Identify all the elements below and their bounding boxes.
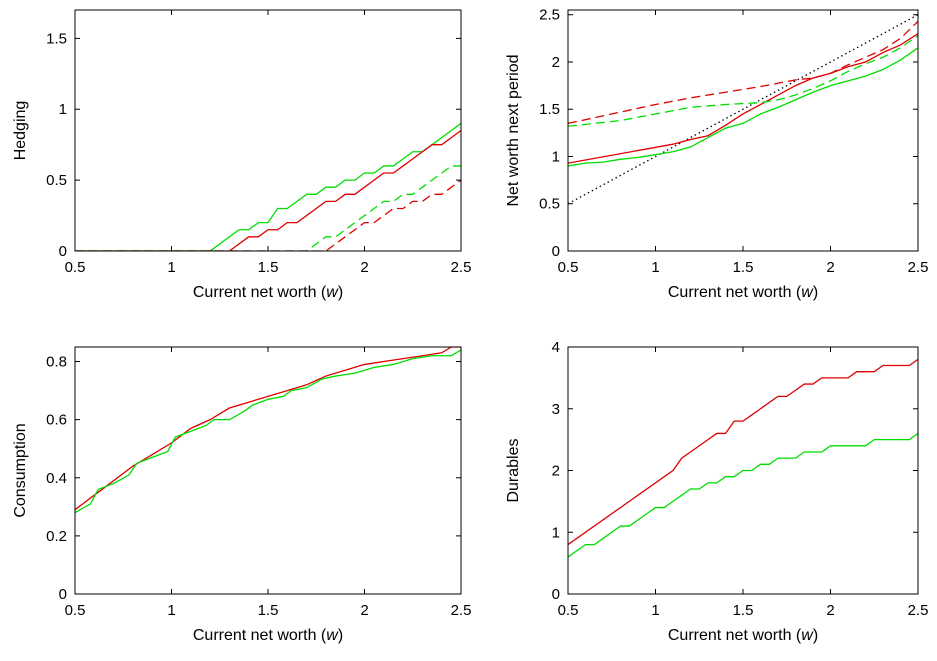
x-tick-label: 2.5 [451,259,472,276]
x-tick-label: 1 [167,602,175,619]
series-line-2-solid [75,349,461,514]
series-line-1-solid [75,347,461,511]
series-group [75,347,461,514]
y-tick-label: 0 [552,243,560,260]
x-axis-label: Current net worth (w) [668,284,818,301]
series-line-1-dotted [568,14,918,205]
y-axis-label-net-worth-next-period: Net worth next period [505,54,522,206]
series-line-2-solid [568,432,918,558]
series-line-4-dashed [568,20,918,125]
x-tick-label: 2 [360,259,368,276]
axes-frame [567,9,919,252]
y-tick-label: 3 [552,401,560,418]
x-tick-label: 1.5 [733,259,754,276]
x-tick-label: 0.5 [65,602,86,619]
y-tick-label: 1.5 [539,101,560,118]
y-axis-label-hedging: Hedging [12,101,29,161]
y-tick-label: 0 [59,586,67,603]
series-line-4-dashed [75,179,461,251]
axes-frame [74,346,462,595]
y-tick-label: 4 [552,339,560,356]
x-tick-label: 0.5 [558,259,579,276]
y-tick-label: 1 [552,524,560,541]
durables-panel: 0.5 1 1.5 2 2.5 0 1 2 3 4 Current net worth (w) Dur… [505,339,928,644]
x-tick-label: 1 [651,259,659,276]
y-tick-label: 2 [552,54,560,71]
y-tick-label: 0.8 [46,354,67,371]
series-line-1-solid [568,358,918,546]
y-tick-label: 2.5 [539,7,560,24]
series-line-1-solid [75,122,461,251]
y-tick-label: 0.2 [46,528,67,545]
series-group [568,358,918,558]
y-tick-label: 1 [59,101,67,118]
y-tick-label: 1 [552,148,560,165]
series-line-3-dashed [75,165,461,251]
axes-frame [74,9,462,252]
series-line-3-solid [568,47,918,167]
x-tick-label: 2 [826,259,834,276]
x-axis-label: Current net worth (w) [668,627,818,644]
x-tick-label: 1 [167,259,175,276]
x-tick-label: 0.5 [558,602,579,619]
x-tick-label: 1 [651,602,659,619]
x-tick-label: 2 [826,602,834,619]
y-tick-label: 1.5 [46,30,67,47]
x-axis-label: Current net worth (w) [193,627,343,644]
y-tick-label: 0 [552,586,560,603]
x-tick-label: 0.5 [65,259,86,276]
consumption-panel: 0.5 1 1.5 2 2.5 0 0.2 0.4 0.6 0.8 Current net wort… [12,346,472,644]
series-line-2-solid [568,33,918,164]
x-tick-label: 1.5 [258,259,279,276]
y-tick-label: 0.5 [46,172,67,189]
y-tick-label: 2 [552,463,560,480]
series-line-5-dashed [568,34,918,127]
x-tick-label: 2.5 [451,602,472,619]
y-tick-label: 0 [59,243,67,260]
series-line-2-solid [75,129,461,251]
series-group [568,14,918,205]
x-tick-label: 1.5 [733,602,754,619]
y-axis-label-durables: Durables [505,438,522,502]
series-group [75,122,461,251]
x-tick-label: 2.5 [908,259,929,276]
x-axis-label: Current net worth (w) [193,284,343,301]
y-tick-label: 0.5 [539,196,560,213]
y-tick-label: 0.6 [46,412,67,429]
x-tick-label: 2.5 [908,602,929,619]
x-tick-label: 2 [360,602,368,619]
y-tick-label: 0.4 [46,470,67,487]
y-axis-label-consumption: Consumption [12,423,29,517]
x-tick-label: 1.5 [258,602,279,619]
